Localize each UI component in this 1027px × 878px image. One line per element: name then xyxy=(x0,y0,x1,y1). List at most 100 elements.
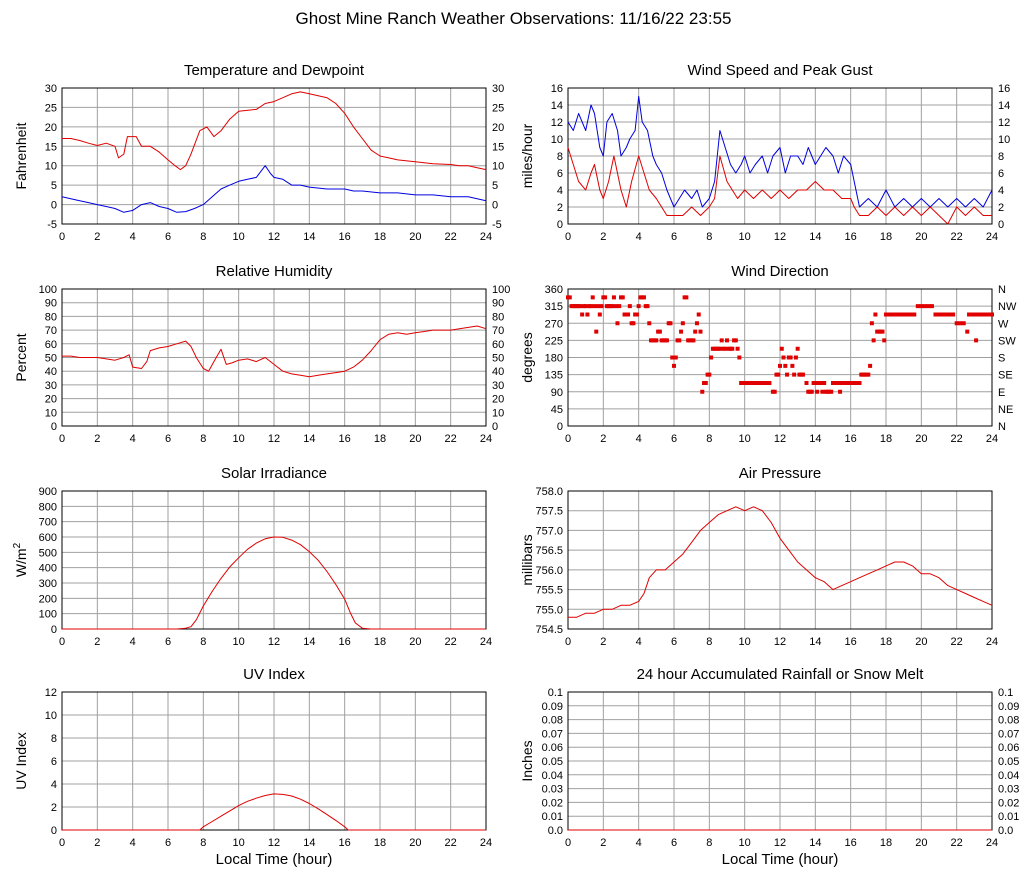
y-right-tick-label: 40 xyxy=(492,366,504,378)
data-point xyxy=(583,304,588,309)
y-tick-label: 900 xyxy=(39,486,57,498)
y-tick-label: 700 xyxy=(39,517,57,529)
data-point xyxy=(972,312,977,317)
x-tick-label: 6 xyxy=(671,636,677,648)
x-tick-label: 24 xyxy=(480,231,492,243)
x-tick-label: 2 xyxy=(94,636,100,648)
y-tick-label: 500 xyxy=(39,547,57,559)
x-tick-label: 6 xyxy=(165,231,171,243)
y-tick-label: 755.0 xyxy=(535,604,563,616)
x-tick-label: 24 xyxy=(986,837,998,849)
x-tick-label: 20 xyxy=(915,636,927,648)
y-tick-label: 400 xyxy=(39,563,57,575)
series-line-red xyxy=(62,793,486,831)
data-point xyxy=(944,312,949,317)
chart-title: 24 hour Accumulated Rainfall or Snow Mel… xyxy=(637,666,925,683)
x-tick-label: 10 xyxy=(233,636,245,648)
x-tick-label: 22 xyxy=(445,837,457,849)
x-tick-label: 20 xyxy=(915,231,927,243)
y-tick-label: 45 xyxy=(551,404,563,416)
data-point xyxy=(880,329,885,334)
y-tick-label: 6 xyxy=(51,756,57,768)
y-right-tick-label: 70 xyxy=(492,325,504,337)
x-tick-label: 4 xyxy=(636,231,642,243)
data-point xyxy=(894,312,899,317)
y-tick-label: 10 xyxy=(45,710,57,722)
data-point xyxy=(815,389,820,394)
data-point xyxy=(776,372,781,377)
x-tick-label: 8 xyxy=(706,433,712,445)
x-tick-label: 4 xyxy=(130,231,136,243)
series-line-red xyxy=(568,506,993,618)
data-point xyxy=(597,312,602,317)
series-line-red xyxy=(567,147,992,225)
x-axis-label: Local Time (hour) xyxy=(216,851,333,868)
x-tick-label: 12 xyxy=(268,837,280,849)
y-right-tick-label: 50 xyxy=(492,353,504,365)
data-point xyxy=(926,304,931,309)
data-point xyxy=(937,312,941,317)
chart-title: UV Index xyxy=(243,666,305,683)
x-tick-label: 20 xyxy=(409,231,421,243)
data-point xyxy=(673,355,678,360)
y-right-tick-label: 0.04 xyxy=(998,770,1019,782)
x-tick-label: 18 xyxy=(374,433,386,445)
y-right-tick-label: 0.0 xyxy=(998,825,1013,837)
y-right-tick-label: -5 xyxy=(492,219,502,231)
y-tick-label: 10 xyxy=(45,161,57,173)
data-point xyxy=(866,372,871,377)
data-point xyxy=(578,304,583,309)
y-tick-label: 0.08 xyxy=(542,715,563,727)
y-tick-label: 5 xyxy=(51,180,57,192)
data-point xyxy=(617,304,622,309)
data-point xyxy=(795,346,800,351)
data-point xyxy=(908,312,913,317)
y-tick-label: 40 xyxy=(45,366,57,378)
y-tick-label: 14 xyxy=(551,100,563,112)
x-tick-label: 16 xyxy=(845,231,857,243)
x-tick-label: 16 xyxy=(339,433,351,445)
x-tick-label: 12 xyxy=(774,231,786,243)
y-tick-label: 100 xyxy=(39,284,57,296)
data-point xyxy=(868,363,873,368)
x-tick-label: 6 xyxy=(671,433,677,445)
x-tick-label: 0 xyxy=(565,433,571,445)
x-tick-label: 12 xyxy=(268,231,280,243)
x-tick-label: 22 xyxy=(951,231,963,243)
data-point xyxy=(912,312,917,317)
x-tick-label: 8 xyxy=(706,636,712,648)
x-tick-label: 22 xyxy=(445,636,457,648)
y-right-tick-label: 14 xyxy=(998,100,1010,112)
y-tick-label: 270 xyxy=(545,318,563,330)
chart-rain: 24 hour Accumulated Rainfall or Snow Mel… xyxy=(519,666,1019,868)
data-point xyxy=(693,329,698,334)
y-axis-label: degrees xyxy=(519,332,535,383)
x-tick-label: 18 xyxy=(880,433,892,445)
chart-title: Wind Speed and Peak Gust xyxy=(687,62,873,79)
data-point xyxy=(887,312,892,317)
y-tick-label: 100 xyxy=(39,609,57,621)
y-tick-label: 754.5 xyxy=(535,624,563,636)
y-tick-label: 600 xyxy=(39,532,57,544)
y-tick-label: 757.5 xyxy=(535,506,563,518)
y-right-tick-label: S xyxy=(998,353,1005,365)
x-tick-label: 22 xyxy=(445,433,457,445)
data-point xyxy=(672,363,676,368)
y-axis-label: miles/hour xyxy=(519,123,535,188)
y-tick-label: 4 xyxy=(557,185,563,197)
chart-title: Solar Irradiance xyxy=(221,465,327,482)
x-tick-label: 8 xyxy=(706,837,712,849)
y-tick-label: 0.02 xyxy=(542,797,563,809)
x-tick-label: 2 xyxy=(94,433,100,445)
data-point xyxy=(645,304,650,309)
y-tick-label: 360 xyxy=(545,284,563,296)
series-line-red xyxy=(62,325,487,378)
x-tick-label: 2 xyxy=(94,231,100,243)
y-tick-label: 0 xyxy=(51,200,57,212)
y-tick-label: 12 xyxy=(45,687,57,699)
